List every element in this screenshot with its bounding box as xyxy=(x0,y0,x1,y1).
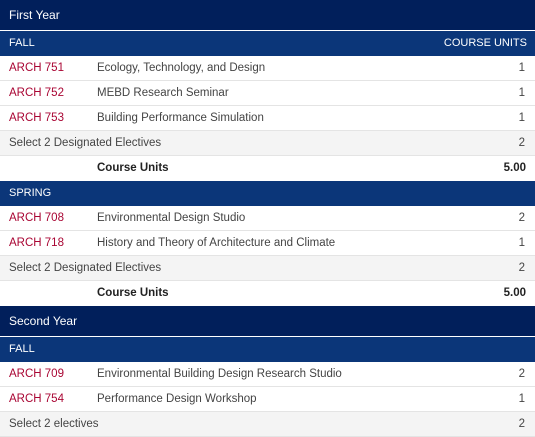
term-name: FALL xyxy=(9,343,35,355)
course-units: 1 xyxy=(518,393,525,405)
term-header: SPRING xyxy=(0,181,535,206)
course-units: 1 xyxy=(518,62,525,74)
total-label: Course Units xyxy=(97,162,169,174)
term-header: FALL COURSE UNITS xyxy=(0,31,535,56)
term-name: SPRING xyxy=(9,187,52,199)
course-units: 2 xyxy=(518,262,525,274)
table-row: ARCH 708 Environmental Design Studio 2 xyxy=(0,206,535,231)
total-value: 5.00 xyxy=(503,162,526,174)
table-row: ARCH 752 MEBD Research Seminar 1 xyxy=(0,81,535,106)
course-title: History and Theory of Architecture and C… xyxy=(97,237,336,249)
year-header: First Year xyxy=(0,0,535,31)
course-code-link[interactable]: ARCH 751 xyxy=(9,62,64,74)
table-row: Select 2 Designated Electives 2 xyxy=(0,131,535,156)
table-row: Select 2 Designated Electives 2 xyxy=(0,256,535,281)
units-column-header: COURSE UNITS xyxy=(443,37,527,49)
course-title: Environmental Building Design Research S… xyxy=(97,368,342,380)
course-code-link[interactable]: ARCH 708 xyxy=(9,212,64,224)
course-units: 2 xyxy=(518,137,525,149)
table-row: ARCH 709 Environmental Building Design R… xyxy=(0,362,535,387)
course-code-link[interactable]: ARCH 709 xyxy=(9,368,64,380)
term-header: FALL xyxy=(0,337,535,362)
course-units: 1 xyxy=(518,87,525,99)
elective-note: Select 2 electives xyxy=(9,418,99,430)
course-code-link[interactable]: ARCH 754 xyxy=(9,393,64,405)
elective-note: Select 2 Designated Electives xyxy=(9,262,162,274)
course-title: Performance Design Workshop xyxy=(97,393,257,405)
course-title: Environmental Design Studio xyxy=(97,212,246,224)
table-row: ARCH 754 Performance Design Workshop 1 xyxy=(0,387,535,412)
course-code-link[interactable]: ARCH 753 xyxy=(9,112,64,124)
year-header: Second Year xyxy=(0,306,535,337)
course-title: Ecology, Technology, and Design xyxy=(97,62,266,74)
course-title: Building Performance Simulation xyxy=(97,112,264,124)
term-total-row: Course Units 5.00 xyxy=(0,281,535,306)
course-units: 2 xyxy=(518,368,525,380)
elective-note: Select 2 Designated Electives xyxy=(9,137,162,149)
course-units: 2 xyxy=(518,212,525,224)
term-name: FALL xyxy=(9,37,35,49)
course-code-link[interactable]: ARCH 752 xyxy=(9,87,64,99)
course-units: 1 xyxy=(518,112,525,124)
term-total-row: Course Units 5.00 xyxy=(0,156,535,181)
table-row: ARCH 718 History and Theory of Architect… xyxy=(0,231,535,256)
total-label: Course Units xyxy=(97,287,169,299)
course-units: 1 xyxy=(518,237,525,249)
course-title: MEBD Research Seminar xyxy=(97,87,229,99)
table-row: ARCH 751 Ecology, Technology, and Design… xyxy=(0,56,535,81)
table-row: Select 2 electives 2 xyxy=(0,412,535,437)
course-units: 2 xyxy=(518,418,525,430)
table-row: ARCH 753 Building Performance Simulation… xyxy=(0,106,535,131)
course-code-link[interactable]: ARCH 718 xyxy=(9,237,64,249)
total-value: 5.00 xyxy=(503,287,526,299)
